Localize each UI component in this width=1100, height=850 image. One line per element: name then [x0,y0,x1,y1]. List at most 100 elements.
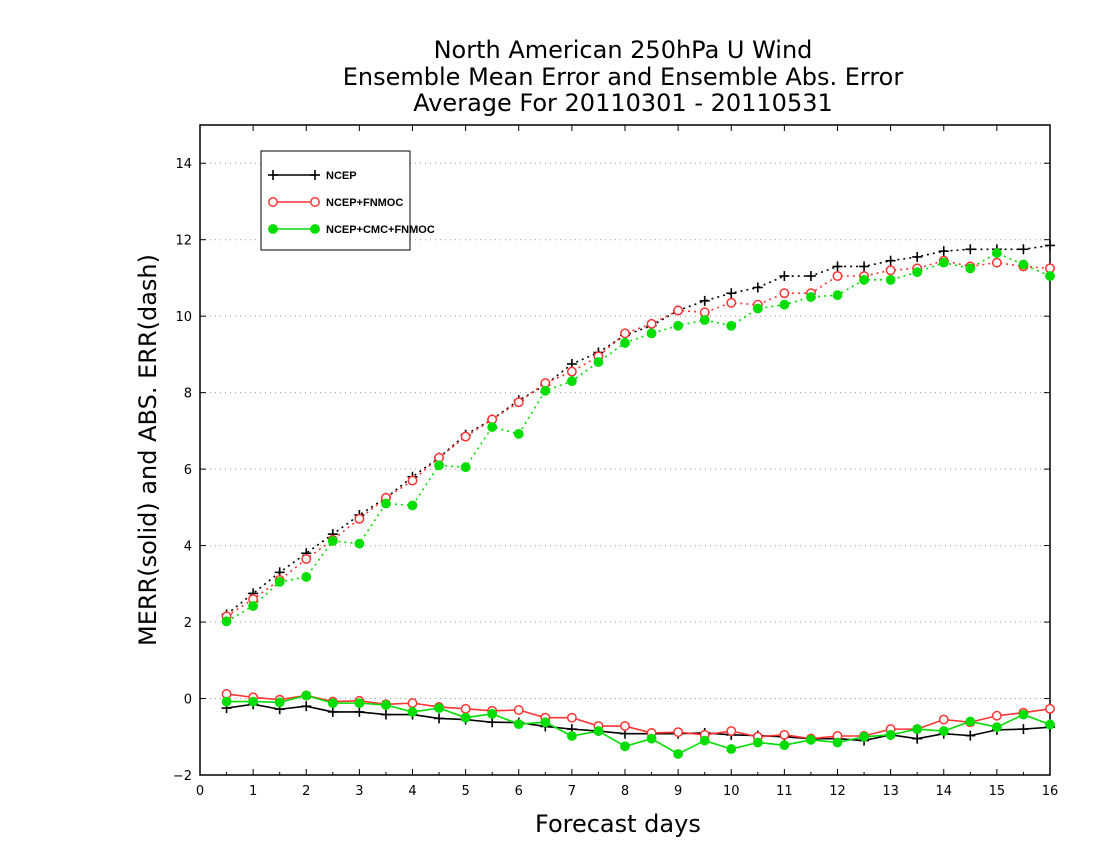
mean-err-point [752,737,763,748]
legend-marker [268,197,278,207]
abs-err-point [327,536,338,546]
abs-err-point [779,299,790,310]
x-tick-label: 9 [674,784,682,799]
mean-err-point [380,709,391,720]
abs-err-point [699,315,710,325]
x-tick-label: 3 [355,784,363,799]
mean-err-point [938,726,949,736]
abs-err-point [912,251,923,262]
mean-err-point [779,729,790,740]
y-tick-label: 6 [184,463,192,478]
mean-err-line [226,693,1051,740]
x-tick-label: 5 [461,784,469,799]
mean-err-point [593,726,604,736]
abs-err-point [1018,244,1029,255]
mean-err-point [859,731,869,742]
abs-err-point [566,376,577,387]
abs-err-point [726,288,737,299]
abs-err-point [487,422,498,432]
y-tick-label: 12 [175,234,192,249]
abs-err-point [1045,240,1055,251]
abs-err-point [938,246,949,257]
x-tick-label: 4 [408,784,416,799]
abs-err-point [460,462,471,473]
abs-err-point [620,328,630,339]
abs-err-point [1018,259,1029,270]
mean-err-point [487,708,498,719]
abs-err-point [646,328,657,339]
abs-err-point [965,244,976,255]
abs-err-point [832,290,843,301]
mean-err-point [434,713,445,724]
mean-err-point [699,735,710,746]
mean-err-point [460,703,471,714]
abs-err-point [859,274,869,285]
mean-err-point [513,705,524,715]
abs-err-point [646,318,657,329]
abs-err-point [912,267,923,278]
mean-err-point [566,731,577,741]
x-tick-label: 0 [196,784,204,799]
mean-err-point [327,698,338,709]
mean-err-point [726,726,737,736]
abs-err-point [673,320,684,331]
y-tick-label: 4 [184,540,192,555]
abs-err-point [460,431,471,442]
abs-err-point [885,265,896,276]
x-tick-label: 13 [882,784,899,799]
mean-err-point [991,710,1002,721]
x-tick-label: 8 [621,784,629,799]
mean-err-point [327,706,338,717]
abs-err-point [965,263,976,274]
mean-err-point [938,714,949,725]
mean-err-point [806,734,816,745]
abs-err-point [991,248,1002,258]
legend-box [260,150,411,251]
abs-err-point [221,616,232,627]
abs-err-point [354,538,365,549]
mean-err-point [221,696,232,707]
x-axis-title: Forecast days [535,810,701,838]
abs-err-line [226,259,1051,617]
x-tick-label: 1 [249,784,257,799]
abs-err-line [226,244,1051,616]
mean-err-point [673,727,684,738]
mean-err-point [513,719,524,730]
mean-err-point [381,700,391,710]
mean-err-point [487,717,498,728]
mean-err-point [620,721,630,732]
y-tick-label: 2 [184,616,192,631]
abs-err-line [226,252,1051,622]
x-tick-label: 2 [302,784,310,799]
mean-err-point [566,712,577,723]
chart-title-line-2: Ensemble Mean Error and Ensemble Abs. Er… [342,63,904,91]
mean-err-point [1018,709,1029,720]
x-tick-label: 15 [989,784,1006,799]
abs-err-point [938,257,949,268]
legend-marker [310,224,320,234]
abs-err-point [832,261,843,272]
legend-marker [310,197,320,207]
y-tick-label: 0 [184,693,192,708]
abs-err-point [274,577,285,587]
x-tick-label: 14 [935,784,952,799]
y-tick-label: −2 [173,769,192,784]
mean-err-point [965,730,976,741]
mean-err-point [726,744,737,754]
mean-err-point [248,696,259,707]
abs-err-point [620,338,630,348]
mean-err-point [673,749,684,759]
mean-err-point [912,733,923,744]
mean-err-point [274,697,285,708]
mean-err-point [354,706,365,717]
y-tick-label: 14 [175,157,192,172]
abs-err-point [301,554,312,564]
mean-err-point [460,712,471,723]
abs-err-point [779,288,790,299]
mean-err-point [912,724,923,735]
legend-label: NCEP+CMC+FNMOC [326,224,435,236]
abs-err-point [752,282,763,293]
y-tick-label: 8 [184,387,192,402]
abs-err-point [301,572,312,582]
